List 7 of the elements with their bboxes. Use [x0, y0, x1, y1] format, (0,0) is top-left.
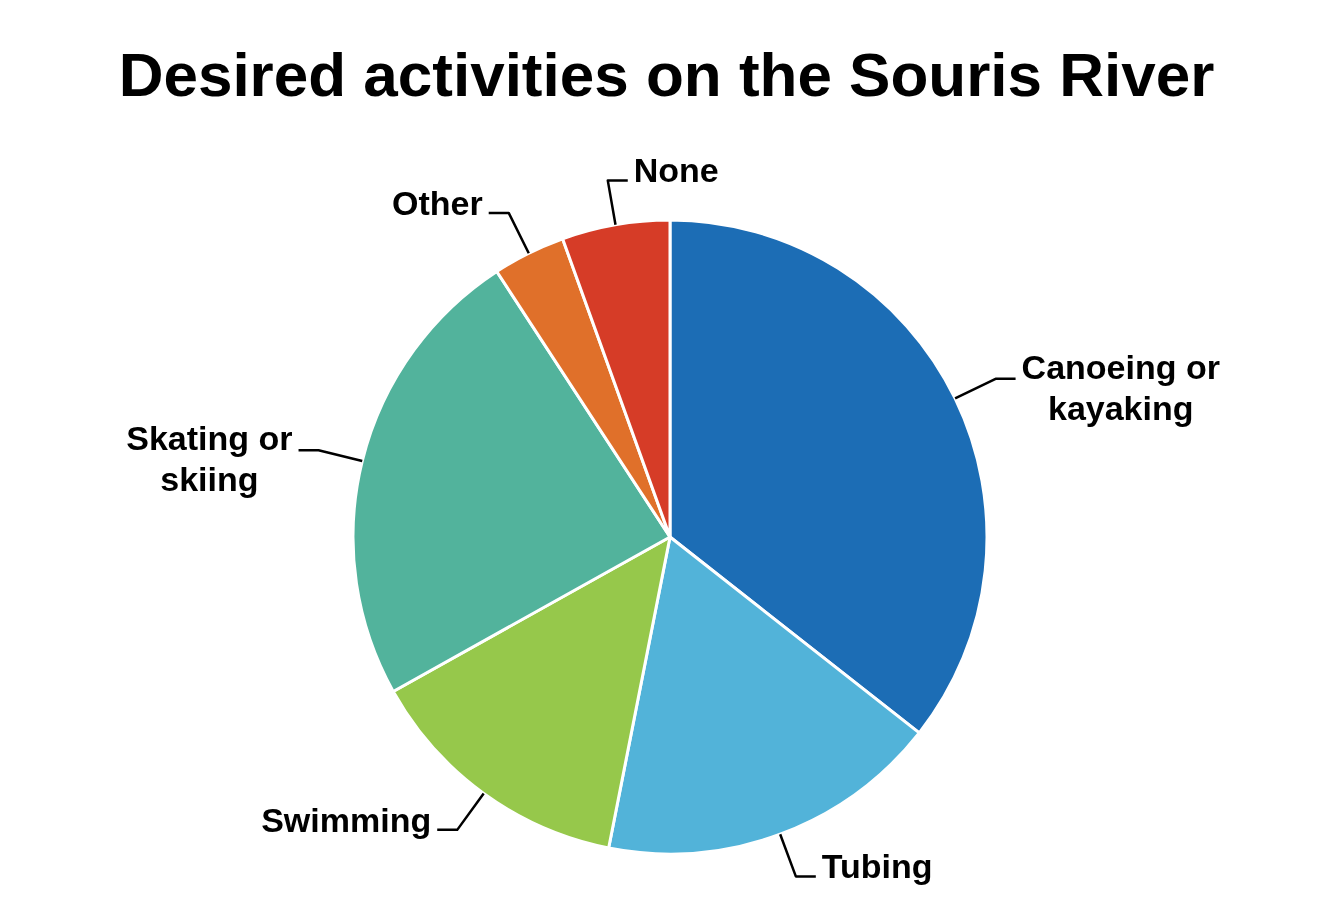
- slice-label: Swimming: [261, 800, 432, 839]
- slice-label: Canoeing or kayaking: [1021, 347, 1220, 427]
- slice-label: Tubing: [821, 847, 933, 886]
- chart-title: Desired activities on the Souris River: [118, 40, 1215, 109]
- slice-label: None: [633, 151, 719, 190]
- slice-label: Skating or skiing: [126, 419, 293, 499]
- slice-label: Other: [392, 183, 483, 222]
